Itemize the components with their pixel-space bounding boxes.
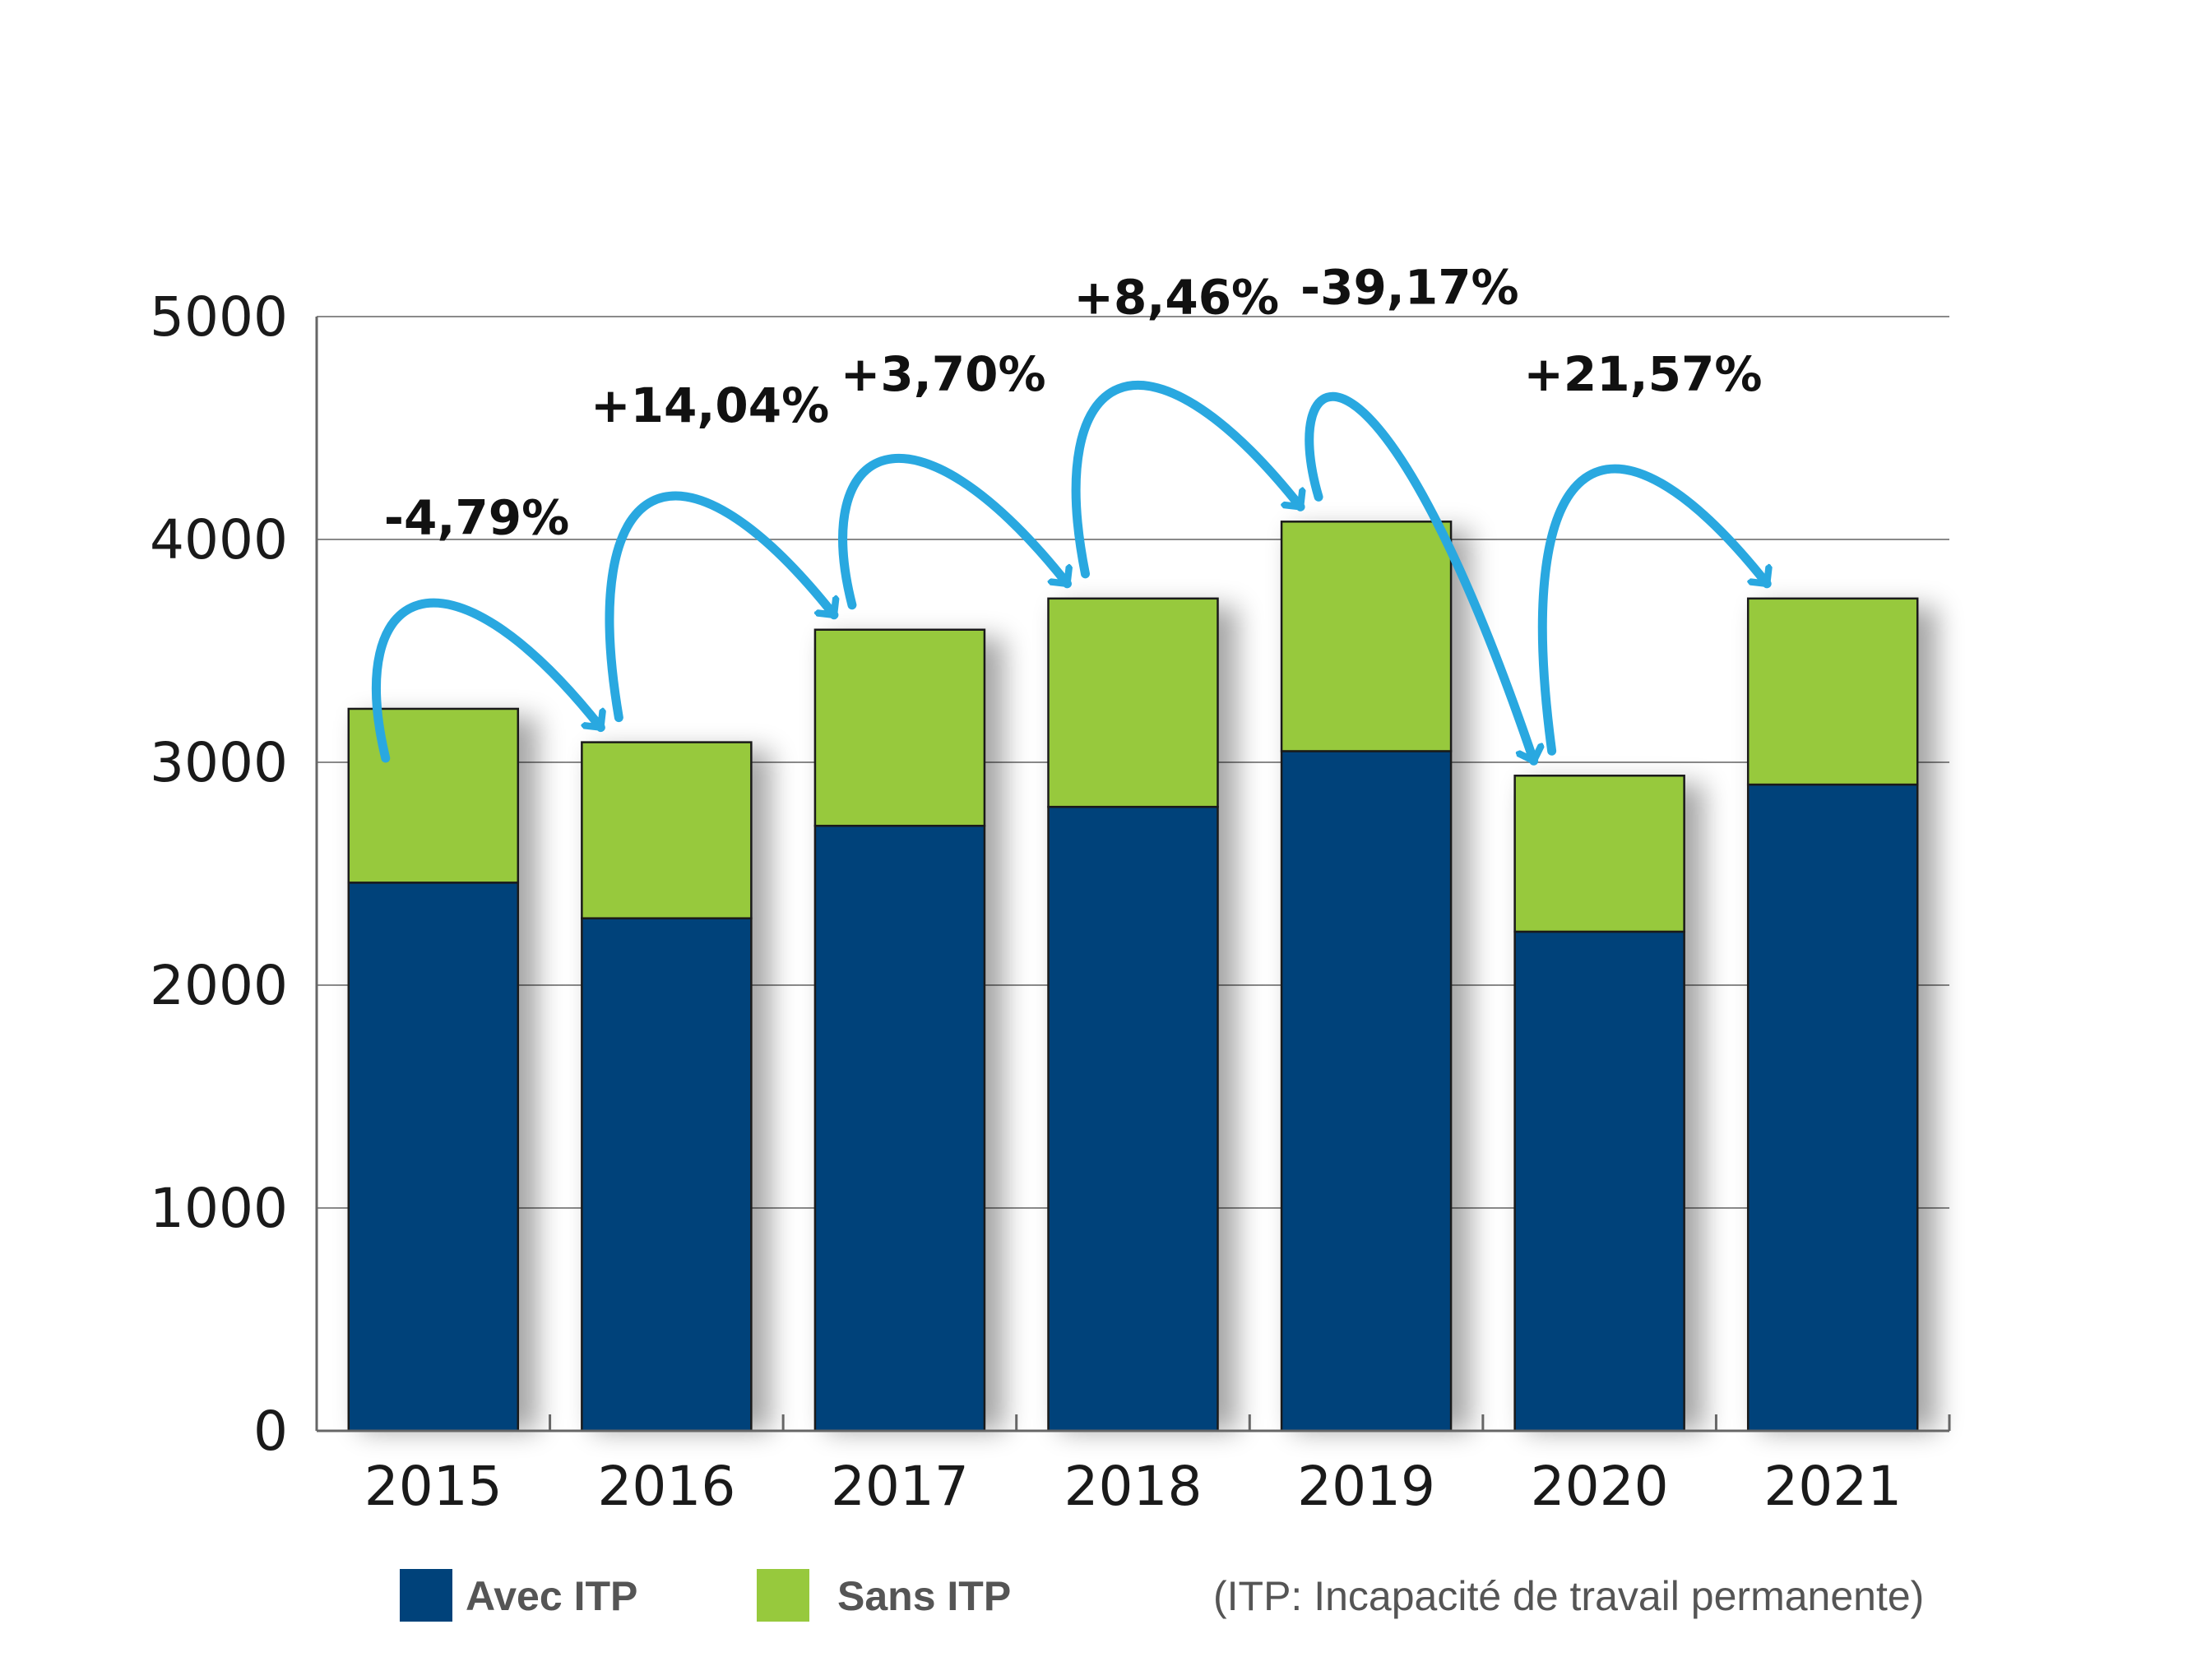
bar-sans-itp-2019: [1280, 521, 1453, 752]
change-arrow: [838, 454, 1068, 610]
bar-avec-itp-2019: [1280, 750, 1453, 1432]
change-arrow: [371, 598, 600, 763]
y-tick-labels: 0 1000 2000 3000 4000 5000: [150, 285, 288, 1463]
x-tick-label: 2020: [1531, 1455, 1669, 1518]
legend: Avec ITP Sans ITP (ITP: Incapacité de tr…: [400, 1569, 1924, 1622]
y-tick-label: 3000: [150, 731, 288, 794]
axes: [315, 317, 1951, 1432]
change-label: +21,57%: [1523, 346, 1762, 402]
legend-label-avec-itp: Avec ITP: [466, 1573, 637, 1619]
x-tick-label: 2019: [1297, 1455, 1435, 1518]
bar-avec-itp-2021: [1746, 783, 1919, 1432]
x-tick-label: 2017: [831, 1455, 969, 1518]
bar-avec-itp-2016: [581, 917, 753, 1432]
y-tick-label: 5000: [150, 285, 288, 349]
itp-note: (ITP: Incapacité de travail permanente): [1213, 1573, 1924, 1619]
change-label: +14,04%: [591, 377, 829, 433]
legend-swatch-avec-itp: [400, 1569, 452, 1622]
bar-sans-itp-2015: [347, 707, 520, 884]
change-arrow: [1071, 381, 1300, 579]
bar-avec-itp-2015: [347, 882, 520, 1432]
x-tick-label: 2018: [1064, 1455, 1203, 1518]
change-arrows: [371, 381, 1767, 766]
change-label: -4,79%: [384, 490, 569, 546]
change-label: +3,70%: [841, 346, 1046, 402]
y-tick-label: 2000: [150, 954, 288, 1017]
bar-avec-itp-2018: [1047, 805, 1219, 1432]
bar-avec-itp-2017: [813, 824, 986, 1432]
y-tick-label: 4000: [150, 508, 288, 572]
change-label: +8,46%: [1073, 269, 1279, 325]
legend-label-sans-itp: Sans ITP: [837, 1573, 1011, 1619]
x-tick-label: 2015: [364, 1455, 503, 1518]
bar-sans-itp-2020: [1513, 775, 1685, 933]
bar-sans-itp-2016: [581, 741, 753, 919]
y-tick-label: 1000: [150, 1177, 288, 1240]
y-tick-label: 0: [253, 1400, 288, 1463]
x-tick-label: 2021: [1763, 1455, 1902, 1518]
change-arrow: [1537, 464, 1767, 756]
bar-sans-itp-2017: [813, 628, 986, 827]
change-label: -39,17%: [1300, 259, 1519, 315]
bar-avec-itp-2020: [1513, 930, 1685, 1432]
change-labels: -4,79% +14,04%+3,70% +8,46% -39,17%+21,57%: [384, 259, 1763, 545]
bars: [347, 521, 1919, 1432]
bar-sans-itp-2018: [1047, 597, 1219, 808]
x-tick-label: 2016: [597, 1455, 735, 1518]
change-arrow: [1305, 391, 1534, 766]
bar-sans-itp-2021: [1746, 597, 1919, 786]
legend-swatch-sans-itp: [757, 1569, 809, 1622]
x-tick-labels: 2015 2016 2017 2018 2019 2020 2021: [364, 1455, 1902, 1518]
change-arrow: [605, 491, 834, 723]
